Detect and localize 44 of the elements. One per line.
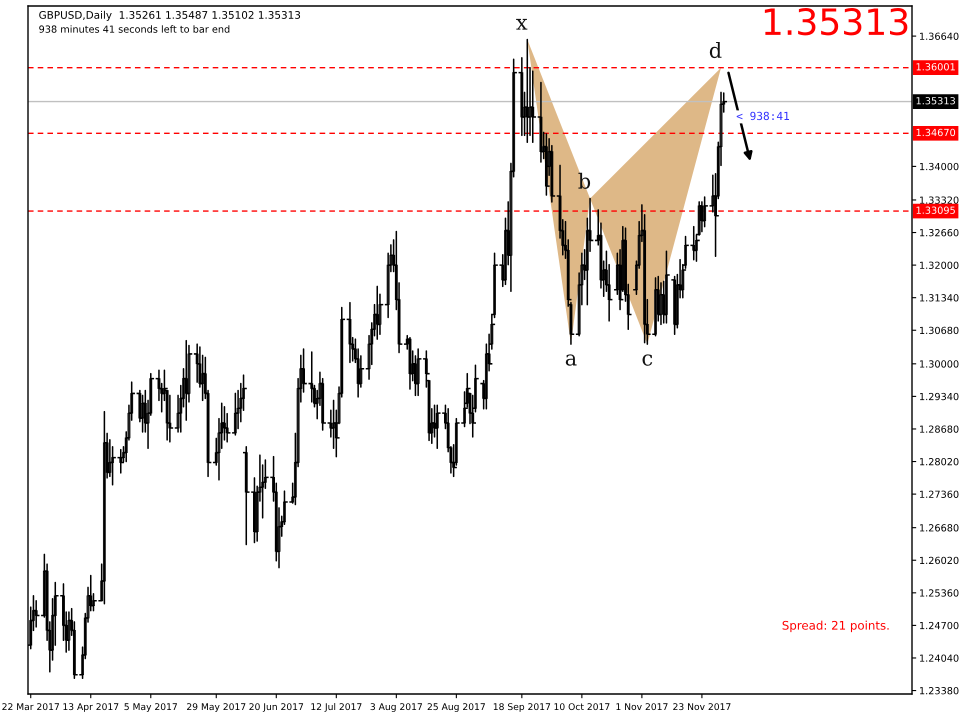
annotation: d [710,42,722,58]
y-tick-label: 1.28680 [920,425,959,433]
x-tick-label: 29 May 2017 [187,703,246,712]
y-tick-label: 1.32660 [920,229,959,236]
y-tick-label: 1.36640 [920,32,959,40]
y-tick-label: 1.34000 [920,162,959,170]
x-tick-label: 12 Jul 2017 [311,703,362,712]
x-tick-label: 10 Oct 2017 [554,703,610,710]
ref-line-label: 1.35313 [916,97,955,104]
y-tick-label: 1.25360 [920,589,959,597]
x-tick-label: 20 Jun 2017 [249,703,304,712]
x-tick-label: 22 Mar 2017 [2,703,60,710]
x-tick-label: 1 Nov 2017 [616,703,668,710]
annotation: < 938:41 [736,112,790,120]
y-tick-label: 1.26680 [920,524,959,532]
y-tick-label: 1.27360 [920,490,959,498]
x-tick-label: 25 Aug 2017 [428,703,485,712]
ref-line-label: 1.33095 [916,206,955,214]
y-tick-label: 1.32000 [920,262,959,269]
y-tick-label: 1.30680 [920,326,959,334]
annotation: x [516,18,528,30]
annotation: b [578,172,590,189]
annotation: Spread: 21 points. [782,620,889,632]
y-tick-label: 1.23380 [920,687,959,694]
y-tick-label: 1.26020 [920,556,959,564]
y-tick-label: 1.30000 [920,360,959,368]
y-tick-label: 1.29340 [920,392,959,400]
annotation: a [566,354,577,366]
annotation: 938 minutes 41 seconds left to bar end [39,25,230,33]
x-tick-label: 5 May 2017 [124,703,177,712]
x-tick-label: 13 Apr 2017 [63,703,118,712]
annotation: c [642,354,652,366]
y-tick-label: 1.24040 [920,654,959,662]
y-tick-label: 1.31340 [920,294,959,302]
annotation: 1.35313 [764,8,908,36]
y-tick-label: 1.28020 [920,458,959,466]
chart-title: GBPUSD,Daily 1.35261 1.35487 1.35102 1.35313 [39,10,300,21]
x-tick-label: 18 Sep 2017 [494,703,550,712]
x-tick-label: 3 Aug 2017 [370,703,422,712]
ref-line-label: 1.36001 [916,63,955,70]
y-tick-label: 1.24700 [920,622,959,630]
y-tick-label: 1.33320 [920,196,959,204]
ref-line-label: 1.34670 [916,128,956,136]
x-tick-label: 23 Nov 2017 [673,703,730,710]
